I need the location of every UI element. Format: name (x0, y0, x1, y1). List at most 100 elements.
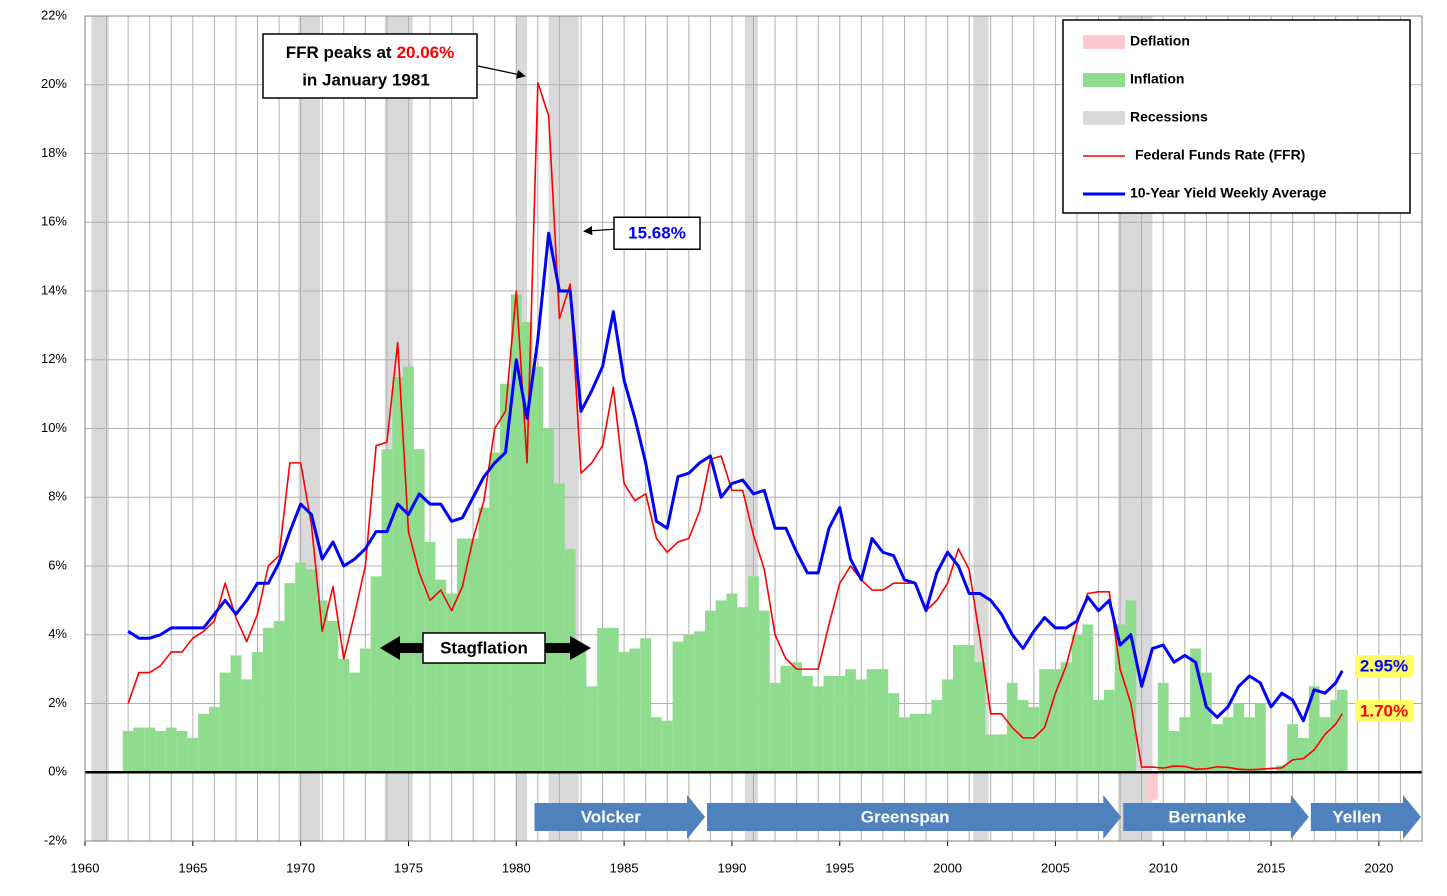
y-tick-label: 16% (41, 214, 67, 229)
x-tick-label: 2000 (933, 860, 962, 875)
inflation-bar (262, 627, 274, 773)
inflation-bar (607, 627, 619, 773)
inflation-bar (586, 686, 598, 773)
inflation-bar (403, 366, 414, 773)
note-box (422, 632, 546, 664)
inflation-bar (392, 376, 404, 773)
inflation-bar (1082, 624, 1094, 773)
inflation-bar (899, 717, 910, 773)
inflation-bar (640, 638, 652, 773)
inflation-bar (500, 383, 511, 773)
inflation-bar (1336, 689, 1348, 773)
inflation-bar (1200, 672, 1212, 773)
inflation-bar (133, 727, 145, 773)
inflation-bar (1125, 600, 1137, 773)
x-tick-label: 1985 (610, 860, 639, 875)
inflation-bar (349, 672, 360, 773)
inflation-bar (618, 651, 630, 773)
inflation-bar (1103, 689, 1115, 773)
inflation-bar (1330, 700, 1342, 773)
chair-arrow (707, 795, 1122, 839)
inflation-bar (1298, 737, 1309, 773)
end-label: 2.95% (1360, 656, 1408, 675)
chair-name: Bernanke (1168, 807, 1245, 826)
y-tick-label: 10% (41, 420, 67, 435)
inflation-bar (284, 583, 296, 773)
chair-name: Volcker (581, 807, 642, 826)
inflation-bar (823, 676, 835, 773)
inflation-bar (1017, 700, 1029, 773)
inflation-bar (1093, 700, 1104, 773)
inflation-bar (769, 682, 781, 773)
inflation-bar (327, 621, 339, 773)
inflation-bar (241, 679, 253, 773)
legend-swatch (1083, 35, 1125, 49)
inflation-bar (694, 631, 705, 773)
inflation-bar (316, 600, 328, 773)
inflation-bar (651, 717, 662, 773)
end-label: 1.70% (1360, 701, 1408, 720)
plot-layer (122, 81, 1348, 800)
chair-name: Yellen (1332, 807, 1381, 826)
inflation-bar (510, 294, 522, 773)
inflation-bar (802, 676, 813, 773)
series-line (127, 81, 1343, 771)
inflation-bar (1039, 669, 1051, 773)
annotation-layer: -2% 0% 2% 4% 6% 8% 10% 12% 14% 16% 18% 20% 22% 1960 19… (41, 7, 1423, 875)
inflation-bar (273, 621, 285, 773)
y-tick-label: 0% (48, 764, 67, 779)
inflation-bar (532, 366, 544, 773)
note-text: Stagflation (440, 638, 528, 657)
inflation-bar (737, 607, 749, 773)
inflation-bar (165, 727, 177, 773)
inflation-bar (704, 610, 716, 773)
inflation-bar (791, 662, 803, 773)
inflation-bar (122, 731, 134, 773)
inflation-bar (1190, 648, 1201, 773)
inflation-bar (672, 641, 684, 773)
inflation-bar (1276, 765, 1288, 773)
inflation-bar (575, 645, 587, 773)
y-tick-label: 22% (41, 7, 67, 22)
y-tick-label: -2% (44, 832, 68, 847)
legend-label: 10-Year Yield Weekly Average (1130, 185, 1327, 201)
chair-arrow (1310, 795, 1421, 839)
x-tick-label: 1965 (178, 860, 207, 875)
inflation-bar (942, 679, 953, 773)
y-tick-label: 18% (41, 145, 67, 160)
inflation-bar (877, 669, 889, 773)
inflation-bar (866, 669, 878, 773)
inflation-bar (974, 662, 986, 773)
plot-frame (84, 15, 1423, 842)
chair-arrow (534, 795, 706, 839)
inflation-bar (208, 706, 220, 773)
chair-arrow (1123, 795, 1309, 839)
inflation-bar (888, 693, 900, 773)
legend-swatch (1083, 111, 1125, 125)
inflation-bar (1319, 717, 1331, 773)
inflation-bar (435, 579, 447, 773)
inflation-bar (219, 672, 231, 773)
inflation-bar (1050, 669, 1061, 773)
inflation-bar (306, 569, 317, 773)
inflation-bar (1233, 703, 1245, 773)
inflation-bar (1168, 731, 1180, 773)
inflation-bar (198, 713, 209, 773)
inflation-bar (726, 593, 738, 773)
note-text: 15.68% (628, 224, 686, 243)
inflation-bar (1254, 703, 1266, 773)
note-lead: FFR peaks at (286, 43, 392, 62)
y-tick-label: 12% (41, 351, 67, 366)
inflation-bar (381, 449, 393, 773)
inflation-bar (715, 600, 727, 773)
inflation-bar (1287, 724, 1299, 773)
note-text: in January 1981 (302, 70, 430, 89)
inflation-bar (1222, 717, 1234, 773)
inflation-bar (187, 737, 199, 773)
inflation-bar (845, 669, 856, 773)
inflation-bar (996, 734, 1007, 773)
note-arrow (477, 65, 526, 79)
x-tick-label: 1980 (502, 860, 531, 875)
note-box (262, 33, 478, 99)
